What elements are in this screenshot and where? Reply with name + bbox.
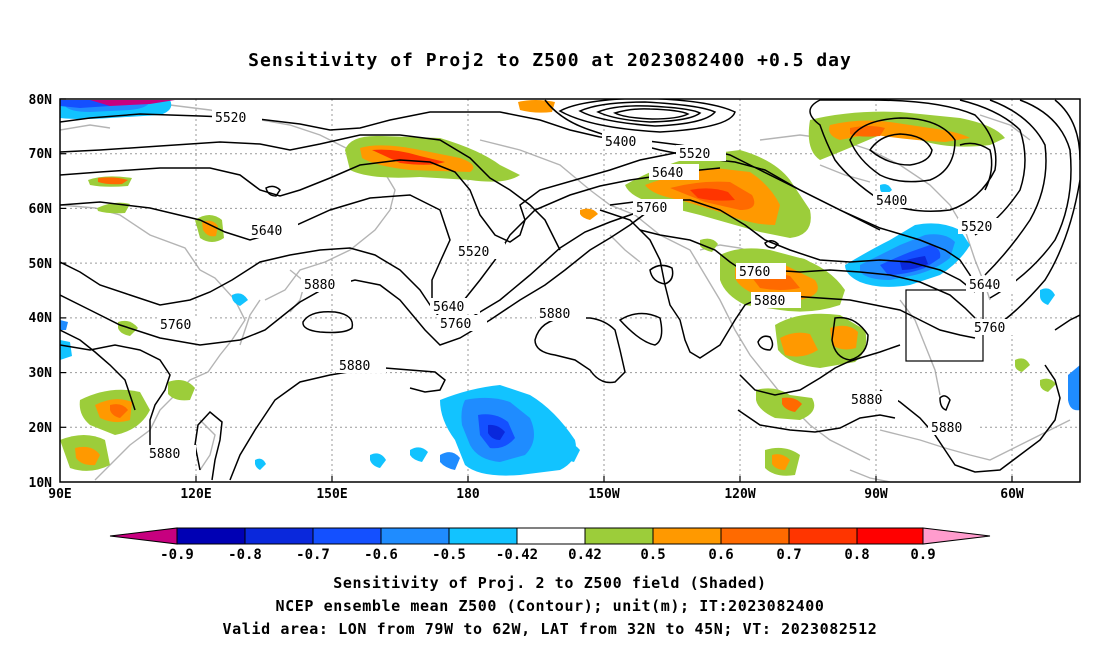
colorbar-labels: -0.9 -0.8 -0.7 -0.6 -0.5 -0.42 0.42 0.5 … <box>160 547 936 563</box>
lon-label: 150W <box>588 487 619 502</box>
colorbar-label: -0.6 <box>364 547 398 563</box>
latitude-labels: 80N 70N 60N 50N 40N 30N 20N 10N <box>29 93 53 491</box>
colorbar-swatch <box>516 527 586 545</box>
colorbar <box>109 527 991 545</box>
caption-shading: Sensitivity of Proj. 2 to Z500 field (Sh… <box>333 574 767 592</box>
colorbar-swatch <box>652 527 722 545</box>
caption-valid-area: Valid area: LON from 79W to 62W, LAT fro… <box>222 620 878 638</box>
colorbar-swatch <box>720 527 790 545</box>
lat-label: 40N <box>29 311 53 326</box>
colorbar-label: 0.8 <box>844 547 869 563</box>
lon-label: 90E <box>48 487 71 502</box>
contour-label: 5400 <box>876 194 907 209</box>
colorbar-swatch <box>856 527 924 545</box>
lat-label: 20N <box>29 421 53 436</box>
lon-label: 90W <box>864 487 888 502</box>
contour-label: 5760 <box>160 318 191 333</box>
colorbar-label: -0.8 <box>228 547 262 563</box>
lat-label: 10N <box>29 476 53 491</box>
colorbar-label: 0.5 <box>640 547 665 563</box>
colorbar-label: -0.7 <box>296 547 330 563</box>
contour-label: 5520 <box>458 245 489 260</box>
colorbar-label: -0.9 <box>160 547 194 563</box>
contour-labels: 5520 5400 5520 5640 5760 5400 5520 5640 … <box>146 109 1021 462</box>
contour-label: 5880 <box>539 307 570 322</box>
contour-label: 5880 <box>851 393 882 408</box>
lat-label: 80N <box>29 93 53 108</box>
contour-label: 5880 <box>304 278 335 293</box>
plot-border <box>59 98 1081 483</box>
colorbar-label: 0.7 <box>776 547 801 563</box>
lat-label: 50N <box>29 257 53 272</box>
colorbar-swatch <box>788 527 858 545</box>
colorbar-swatch <box>176 527 246 545</box>
contour-label: 5640 <box>433 300 464 315</box>
contour-label: 5880 <box>149 447 180 462</box>
lon-label: 150E <box>316 487 347 502</box>
colorbar-swatch <box>922 527 991 545</box>
colorbar-swatch <box>448 527 518 545</box>
contour-label: 5520 <box>961 220 992 235</box>
contour-label: 5760 <box>974 321 1005 336</box>
longitude-labels: 90E 120E 150E 180 150W 120W 90W 60W <box>48 487 1024 502</box>
contour-label: 5760 <box>440 317 471 332</box>
contour-label: 5880 <box>931 421 962 436</box>
caption-contour: NCEP ensemble mean Z500 (Contour); unit(… <box>275 597 825 615</box>
contour-label: 5520 <box>215 111 246 126</box>
colorbar-swatch <box>380 527 450 545</box>
negative-sensitivity-shading <box>60 100 1080 476</box>
lat-label: 30N <box>29 366 53 381</box>
contour-label: 5520 <box>679 147 710 162</box>
colorbar-label: 0.9 <box>910 547 935 563</box>
contour-label: 5760 <box>636 201 667 216</box>
colorbar-label: -0.42 <box>496 547 538 563</box>
colorbar-label: 0.42 <box>568 547 602 563</box>
colorbar-swatch <box>312 527 382 545</box>
colorbar-label: -0.5 <box>432 547 466 563</box>
colorbar-swatch <box>584 527 654 545</box>
lon-label: 120W <box>724 487 755 502</box>
lat-label: 70N <box>29 147 53 162</box>
colorbar-swatch <box>109 527 178 545</box>
contour-label: 5400 <box>605 135 636 150</box>
contour-label: 5760 <box>739 265 770 280</box>
axis-ticks <box>60 98 1013 482</box>
lon-label: 60W <box>1000 487 1024 502</box>
contour-label: 5880 <box>339 359 370 374</box>
lat-label: 60N <box>29 202 53 217</box>
contour-label: 5640 <box>969 278 1000 293</box>
map-title: Sensitivity of Proj2 to Z500 at 20230824… <box>248 50 852 71</box>
colorbar-swatch <box>244 527 314 545</box>
colorbar-label: 0.6 <box>708 547 733 563</box>
lon-label: 120E <box>180 487 211 502</box>
contour-label: 5880 <box>754 294 785 309</box>
contour-label: 5640 <box>251 224 282 239</box>
contour-label: 5640 <box>652 166 683 181</box>
lon-label: 180 <box>456 487 480 502</box>
